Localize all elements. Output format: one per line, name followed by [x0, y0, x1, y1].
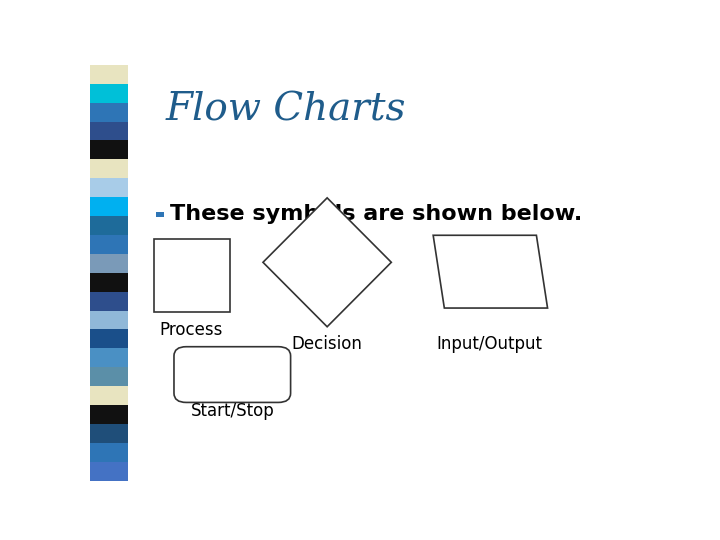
Bar	[90, 424, 128, 443]
Bar	[90, 216, 128, 235]
Bar	[90, 405, 128, 424]
Bar	[90, 235, 128, 254]
Text: Decision: Decision	[292, 335, 363, 353]
Bar	[90, 367, 128, 386]
Bar	[90, 84, 128, 103]
Bar	[90, 65, 128, 84]
Bar	[90, 178, 128, 197]
Bar	[90, 254, 128, 273]
Bar	[90, 292, 128, 310]
Polygon shape	[263, 198, 392, 327]
Polygon shape	[433, 235, 547, 308]
Bar	[90, 273, 128, 292]
Bar	[154, 239, 230, 312]
Text: Flow Charts: Flow Charts	[166, 92, 406, 129]
Bar	[90, 329, 128, 348]
Text: Start/Stop: Start/Stop	[190, 402, 274, 420]
Bar	[90, 462, 128, 481]
Bar	[90, 159, 128, 178]
Bar	[90, 348, 128, 367]
Bar	[90, 443, 128, 462]
Bar	[90, 103, 128, 122]
Bar	[90, 310, 128, 329]
Bar	[90, 386, 128, 405]
Bar	[90, 140, 128, 159]
Text: Input/Output: Input/Output	[436, 335, 542, 353]
Bar	[90, 122, 128, 140]
Text: Process: Process	[160, 321, 223, 339]
FancyBboxPatch shape	[174, 347, 291, 402]
Bar	[90, 197, 128, 216]
Text: These symbols are shown below.: These symbols are shown below.	[171, 205, 582, 225]
Bar	[156, 212, 163, 218]
